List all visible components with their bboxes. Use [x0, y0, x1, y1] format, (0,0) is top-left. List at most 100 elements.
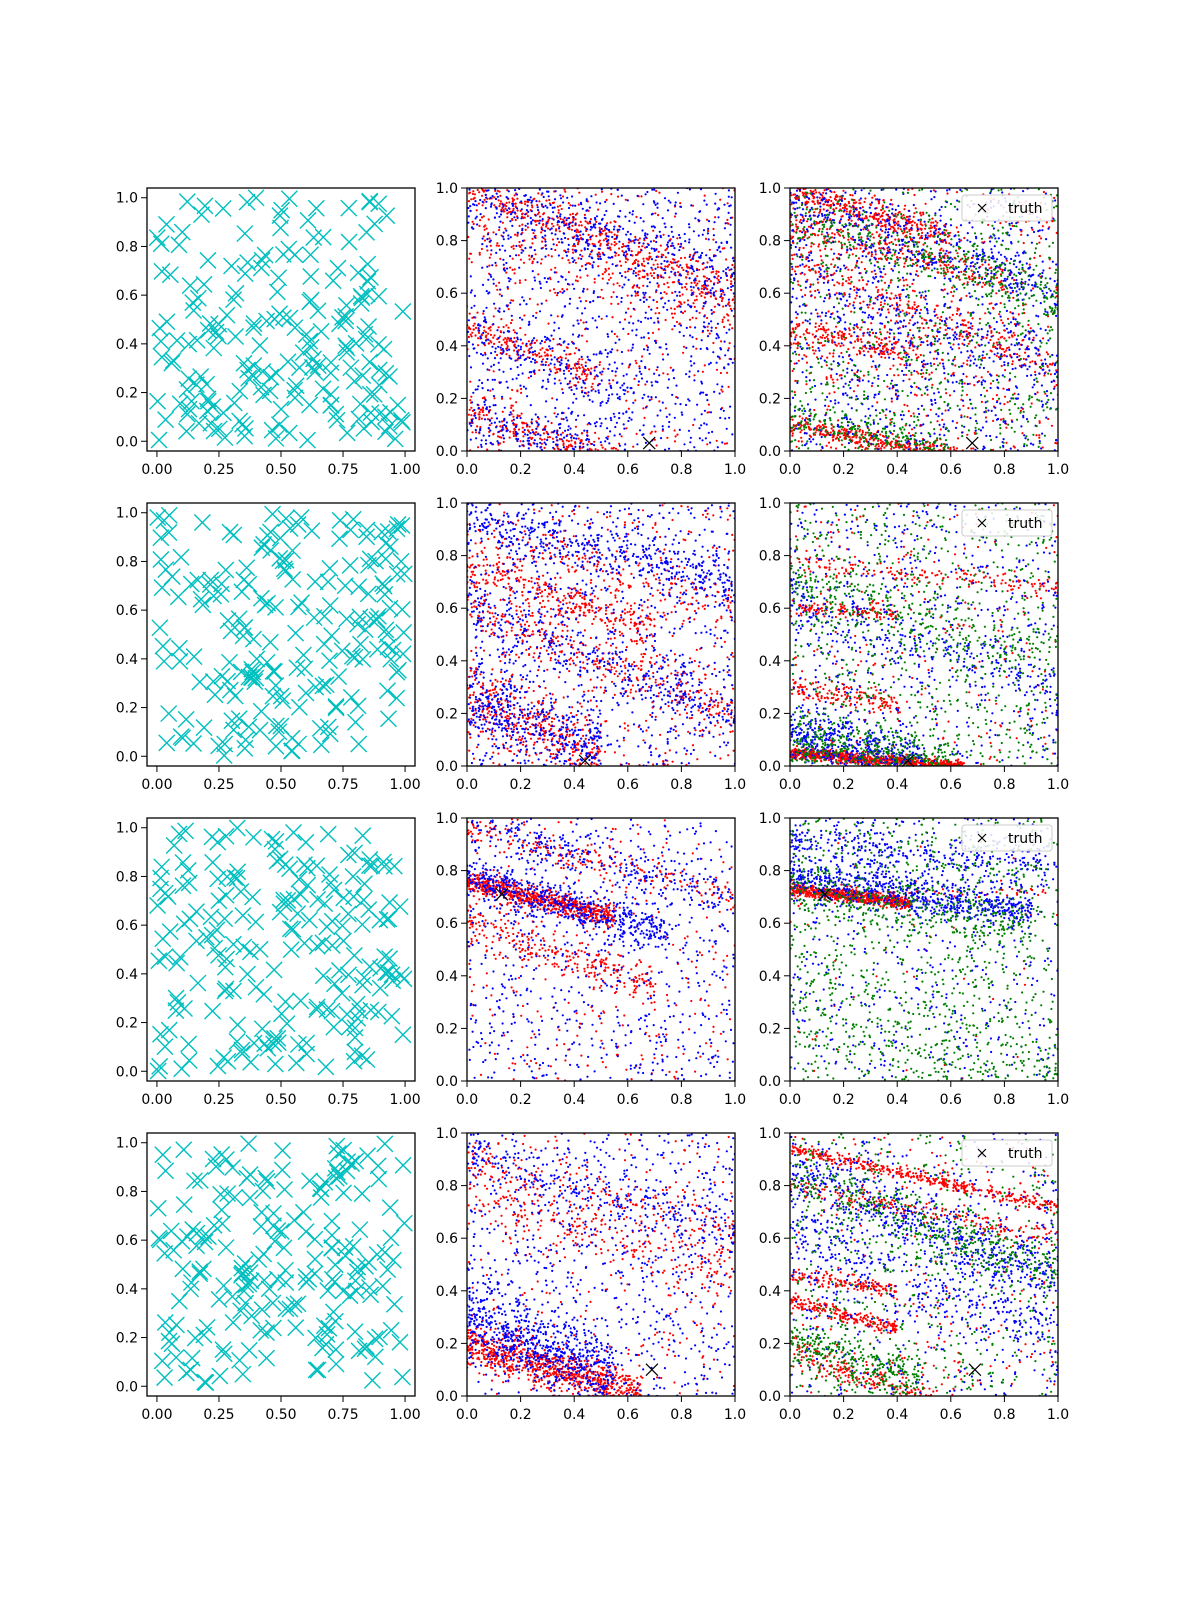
sample-point: [352, 295, 370, 313]
sample-dot: [666, 386, 669, 389]
sample-dot: [526, 215, 530, 218]
sample-dot: [692, 345, 695, 348]
sample-dot: [492, 323, 495, 326]
sample-dot: [512, 415, 515, 418]
sample-dot: [960, 398, 963, 401]
sample-dot: [650, 258, 654, 261]
sample-dot: [577, 240, 581, 243]
sample-dot: [919, 308, 923, 311]
sample-dot: [700, 290, 703, 293]
sample-dot: [894, 260, 897, 263]
sample-dot: [597, 257, 600, 261]
sample-dot: [840, 243, 844, 247]
sample-dot: [568, 382, 571, 385]
sample-dot: [512, 409, 515, 412]
sample-dot: [966, 258, 969, 261]
sample-dot: [984, 259, 987, 262]
sample-dot: [860, 340, 863, 343]
sample-dot: [600, 352, 603, 355]
sample-dot: [550, 222, 554, 225]
sample-dot: [488, 326, 491, 330]
sample-dot: [528, 371, 531, 374]
sample-dot: [539, 441, 542, 444]
sample-dot: [626, 258, 629, 261]
sample-dot: [545, 400, 548, 403]
sample-dot: [565, 434, 568, 438]
sample-dot: [830, 248, 833, 251]
sample-dot: [673, 253, 676, 257]
sample-dot: [871, 196, 874, 199]
sample-dot: [555, 398, 559, 401]
sample-dot: [613, 434, 616, 437]
sample-dot: [720, 241, 723, 244]
sample-dot: [609, 350, 612, 353]
sample-dot: [719, 347, 722, 350]
sample-dot: [703, 409, 707, 412]
sample-point: [302, 338, 320, 356]
sample-dot: [730, 282, 733, 285]
sample-dot: [518, 445, 521, 448]
sample-dot: [908, 307, 912, 310]
sample-dot: [556, 315, 559, 318]
sample-dot: [847, 238, 850, 241]
sample-dot: [481, 362, 485, 365]
sample-dot: [679, 305, 682, 308]
sample-dot: [581, 358, 584, 361]
sample-dot: [560, 221, 564, 224]
sample-dot: [681, 286, 684, 289]
sample-dot: [622, 412, 625, 415]
sample-dot: [513, 344, 516, 347]
sample-dot: [481, 243, 484, 246]
sample-dot: [618, 338, 621, 341]
sample-dot: [618, 284, 621, 287]
sample-dot: [840, 337, 844, 340]
sample-dot: [679, 301, 682, 304]
sample-dot: [931, 217, 934, 220]
sample-dot: [851, 436, 854, 439]
sample-dot: [800, 288, 803, 292]
sample-dot: [585, 340, 589, 343]
sample-dot: [704, 279, 707, 282]
sample-dot: [502, 258, 505, 261]
sample-dot: [644, 311, 647, 314]
sample-dot: [575, 437, 578, 440]
sample-dot: [509, 397, 512, 400]
sample-dot: [569, 297, 572, 300]
sample-dot: [826, 204, 829, 207]
sample-dot: [1038, 241, 1041, 244]
sample-dot: [891, 433, 894, 436]
sample-dot: [890, 198, 893, 201]
sample-dot: [542, 432, 546, 435]
sample-dot: [562, 446, 566, 449]
sample-dot: [641, 245, 644, 248]
sample-dot: [473, 294, 476, 297]
sample-dot: [944, 240, 947, 243]
sample-dot: [678, 236, 682, 239]
sample-dot: [527, 349, 530, 352]
sample-dot: [579, 300, 582, 303]
sample-dot: [615, 237, 618, 240]
sample-dot: [654, 203, 657, 206]
sample-dot: [858, 202, 861, 205]
sample-dot: [879, 441, 883, 445]
sample-dot: [884, 356, 887, 359]
sample-dot: [907, 300, 910, 303]
sample-dot: [512, 247, 515, 250]
sample-dot: [990, 266, 993, 269]
sample-dot: [629, 233, 632, 236]
sample-dot: [903, 403, 906, 406]
sample-dot: [472, 316, 475, 319]
sample-dot: [905, 278, 908, 281]
sample-dot: [597, 391, 601, 394]
sample-dot: [1028, 263, 1031, 266]
sample-dot: [814, 208, 817, 211]
sample-dot: [706, 411, 709, 414]
sample-dot: [693, 281, 696, 284]
sample-dot: [553, 429, 556, 432]
sample-dot: [576, 434, 579, 437]
sample-point: [180, 370, 198, 388]
sample-dot: [482, 331, 485, 335]
sample-dot: [473, 304, 476, 307]
sample-dot: [897, 374, 900, 377]
sample-dot: [571, 447, 575, 450]
